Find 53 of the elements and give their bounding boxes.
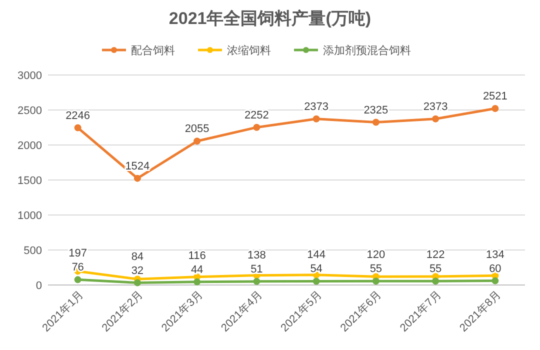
label: 55 — [429, 263, 442, 276]
point — [372, 278, 380, 285]
ytick: 2000 — [18, 140, 42, 152]
label: 2252 — [244, 109, 269, 122]
legend-label: 添加剂预混合饲料 — [323, 44, 411, 57]
legend-item: 添加剂预混合饲料 — [294, 45, 411, 57]
label: 2521 — [482, 90, 508, 103]
label: 44 — [190, 264, 204, 276]
point — [74, 124, 82, 132]
point — [194, 278, 201, 286]
label: 54 — [310, 263, 322, 276]
label: 116 — [188, 250, 206, 262]
legend-label: 浓缩饲料 — [227, 44, 271, 57]
legend-item: 浓缩饲料 — [198, 45, 271, 57]
label: 1524 — [125, 160, 150, 172]
label: 120 — [366, 249, 386, 262]
label: 122 — [426, 249, 445, 262]
point — [194, 138, 201, 145]
point — [312, 278, 320, 285]
ytick: 3000 — [18, 70, 42, 82]
point — [134, 174, 141, 182]
label: 84 — [131, 250, 144, 263]
label: 2325 — [364, 104, 388, 116]
ytick: 0 — [36, 280, 42, 292]
ytick: 1000 — [18, 210, 42, 222]
label: 144 — [307, 249, 326, 262]
title: 2021年全国饲料产量(万吨) — [168, 9, 372, 28]
point — [74, 276, 82, 284]
point — [253, 124, 260, 131]
point — [372, 118, 380, 126]
label: 134 — [486, 248, 504, 261]
label: 2373 — [423, 100, 448, 113]
ytick: 2500 — [18, 105, 42, 117]
legend-label: 配合饲料 — [131, 44, 175, 57]
label: 197 — [68, 248, 87, 260]
point — [253, 278, 260, 285]
legend-item: 配合饲料 — [102, 45, 175, 57]
label: 2055 — [184, 123, 210, 136]
point — [432, 278, 440, 285]
point — [492, 277, 499, 284]
label: 60 — [489, 262, 502, 275]
label: 2246 — [66, 110, 90, 122]
ytick: 1500 — [18, 175, 42, 187]
ytick: 500 — [24, 245, 42, 257]
point — [134, 279, 141, 286]
point — [492, 105, 499, 112]
label: 138 — [248, 249, 266, 262]
label: 51 — [250, 263, 263, 276]
label: 2373 — [304, 100, 329, 113]
label: 55 — [370, 263, 382, 276]
point — [432, 115, 440, 122]
point — [312, 115, 320, 122]
label: 32 — [131, 264, 144, 277]
